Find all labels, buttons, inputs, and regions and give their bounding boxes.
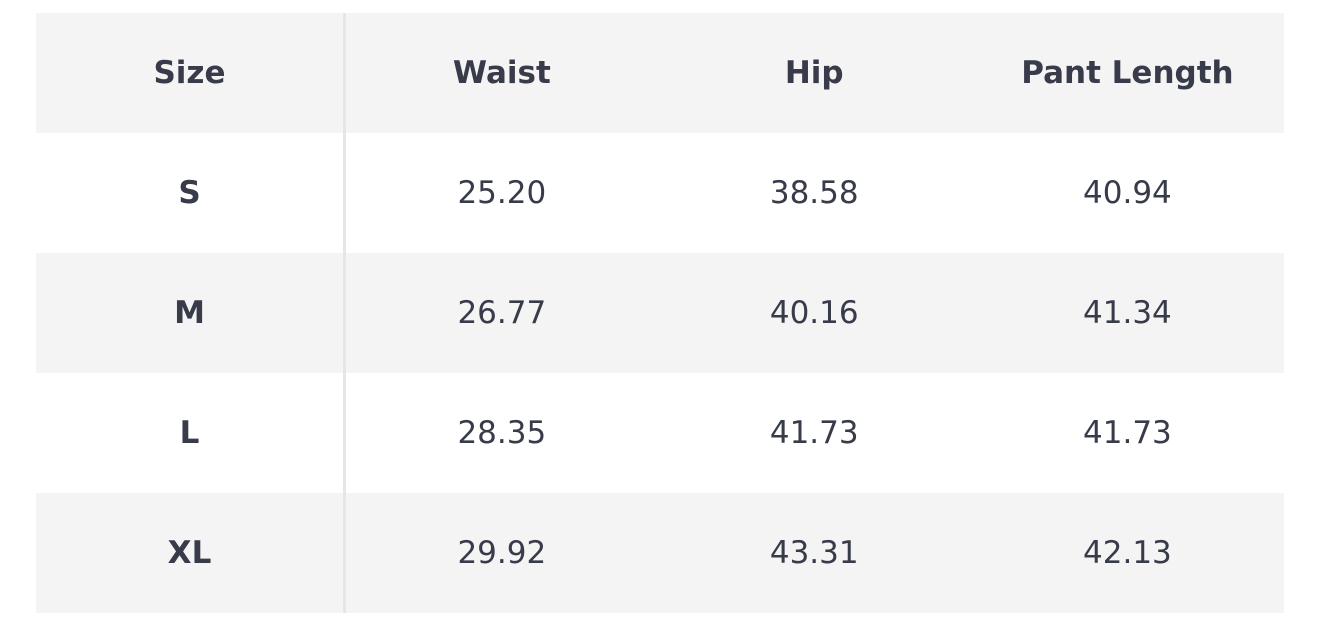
header-cell: Pant Length [1021, 55, 1234, 91]
header-cell: Hip [784, 55, 844, 91]
size-table: Size Waist Hip Pant Length S 25.20 38.58 40… [36, 13, 1284, 613]
size-cell: XL [36, 493, 346, 613]
measure-cell: 41.73 [769, 415, 859, 451]
measure-cell: 26.77 [457, 295, 547, 331]
header-row: Size Waist Hip Pant Length [36, 13, 1284, 133]
measure-cell: 41.73 [1083, 415, 1172, 451]
header-cell: Waist [452, 55, 551, 91]
size-cell: S [36, 133, 346, 253]
table-row: L 28.35 41.73 41.73 [36, 373, 1284, 493]
measure-cell: 40.94 [1083, 175, 1172, 211]
measure-cell: 42.13 [1083, 535, 1172, 571]
table-row: M 26.77 40.16 41.34 [36, 253, 1284, 373]
measure-cell: 43.31 [769, 535, 859, 571]
table-row: XL 29.92 43.31 42.13 [36, 493, 1284, 613]
table-row: S 25.20 38.58 40.94 [36, 133, 1284, 253]
measure-cell: 41.34 [1083, 295, 1172, 331]
size-cell: L [36, 373, 346, 493]
measure-cell: 40.16 [769, 295, 859, 331]
measure-cell: 38.58 [769, 175, 859, 211]
measure-cell: 29.92 [457, 535, 547, 571]
header-cell: Size [36, 13, 346, 133]
size-cell: M [36, 253, 346, 373]
measure-cell: 28.35 [457, 415, 547, 451]
measure-cell: 25.20 [457, 175, 547, 211]
